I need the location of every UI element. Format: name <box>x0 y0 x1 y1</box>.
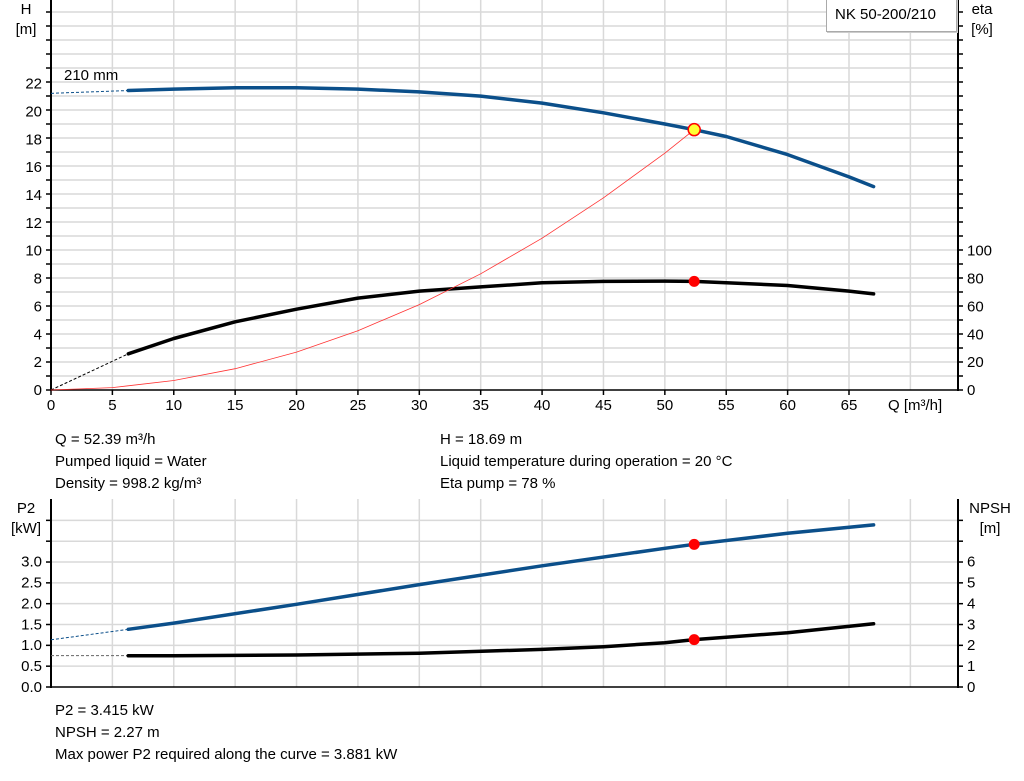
y-tick-label-right: 2 <box>967 637 975 654</box>
y-tick-label-left: 1.5 <box>21 616 42 633</box>
series-line-npsh <box>126 621 876 658</box>
series-line-p2 <box>126 523 876 632</box>
y-tick-label-right: 80 <box>967 271 984 288</box>
x-tick-label: 55 <box>718 397 735 414</box>
y-axis-label-right: [m] <box>980 520 1001 537</box>
info-liquid: Pumped liquid = Water <box>55 453 207 470</box>
y-tick-label-right: 6 <box>967 554 975 571</box>
y-tick-label-left: 8 <box>34 271 42 288</box>
y-axis-label-left: [m] <box>16 21 37 38</box>
y-tick-label-left: 3.0 <box>21 554 42 571</box>
y-tick-label-right: 40 <box>967 326 984 343</box>
y-tick-label-right: 3 <box>967 616 975 633</box>
y-tick-label-right: 4 <box>967 595 975 612</box>
y-tick-label-right: 5 <box>967 575 975 592</box>
x-tick-label: 15 <box>227 397 244 414</box>
y-axis-label-left: [kW] <box>11 520 41 537</box>
y-tick-label-left: 0.0 <box>21 679 42 696</box>
x-tick-label: 65 <box>841 397 858 414</box>
x-tick-label: 0 <box>47 397 55 414</box>
y-tick-label-left: 14 <box>25 187 42 204</box>
y-tick-label-left: 6 <box>34 298 42 315</box>
x-tick-label: 10 <box>165 397 182 414</box>
series-extrapolation-eta <box>50 353 129 391</box>
info-temperature: Liquid temperature during operation = 20… <box>440 453 733 470</box>
series-line-head <box>126 86 876 189</box>
y-tick-label-left: 12 <box>25 215 42 232</box>
series-extrapolation-p2 <box>50 628 129 641</box>
x-axis-label: Q [m³/h] <box>888 397 942 414</box>
y-axis-label-right: [%] <box>971 21 993 38</box>
y-axis-label-left: H <box>21 1 32 18</box>
operating-point-eta <box>688 275 700 287</box>
y-tick-label-left: 10 <box>25 243 42 260</box>
x-tick-label: 35 <box>472 397 489 414</box>
y-tick-label-left: 1.0 <box>21 637 42 654</box>
y-tick-label-left: 20 <box>25 103 42 120</box>
y-tick-label-left: 4 <box>34 326 42 343</box>
y-tick-label-left: 0.5 <box>21 658 42 675</box>
y-tick-label-right: 100 <box>967 243 992 260</box>
operating-point-p2 <box>688 538 700 550</box>
x-tick-label: 5 <box>108 397 116 414</box>
y-tick-label-left: 22 <box>25 76 42 93</box>
y-tick-label-left: 2 <box>34 354 42 371</box>
y-tick-label-left: 16 <box>25 159 42 176</box>
info-eta: Eta pump = 78 % <box>440 475 556 492</box>
x-tick-label: 45 <box>595 397 612 414</box>
y-tick-label-left: 2.0 <box>21 595 42 612</box>
x-tick-label: 40 <box>534 397 551 414</box>
y-tick-label-right: 0 <box>967 382 975 399</box>
y-tick-label-right: 60 <box>967 298 984 315</box>
info-head: H = 18.69 m <box>440 431 523 448</box>
series-line-system <box>50 129 695 391</box>
y-tick-label-left: 18 <box>25 131 42 148</box>
info-flow: Q = 52.39 m³/h <box>55 431 156 448</box>
x-tick-label: 30 <box>411 397 428 414</box>
series-line-eta <box>126 279 876 356</box>
y-axis-label-right: NPSH <box>969 500 1011 517</box>
y-tick-label-right: 0 <box>967 679 975 696</box>
y-tick-label-left: 0 <box>34 382 42 399</box>
info-density: Density = 998.2 kg/m³ <box>55 475 202 492</box>
info-p2: P2 = 3.415 kW <box>55 702 154 719</box>
y-tick-label-right: 20 <box>967 354 984 371</box>
series-extrapolation-head <box>50 90 129 94</box>
x-tick-label: 20 <box>288 397 305 414</box>
y-tick-label-right: 1 <box>967 658 975 675</box>
y-axis-label-left: P2 <box>17 500 35 517</box>
x-tick-label: 60 <box>779 397 796 414</box>
y-axis-label-right: eta <box>972 1 994 18</box>
x-tick-label: 50 <box>657 397 674 414</box>
info-npsh: NPSH = 2.27 m <box>55 724 160 741</box>
pump-title: NK 50-200/210 <box>826 0 957 32</box>
operating-point-head <box>687 122 701 137</box>
operating-point-npsh <box>688 634 700 646</box>
y-tick-label-left: 2.5 <box>21 575 42 592</box>
x-tick-label: 25 <box>350 397 367 414</box>
info-max-power: Max power P2 required along the curve = … <box>55 746 398 763</box>
curve-annotation: 210 mm <box>64 67 118 84</box>
